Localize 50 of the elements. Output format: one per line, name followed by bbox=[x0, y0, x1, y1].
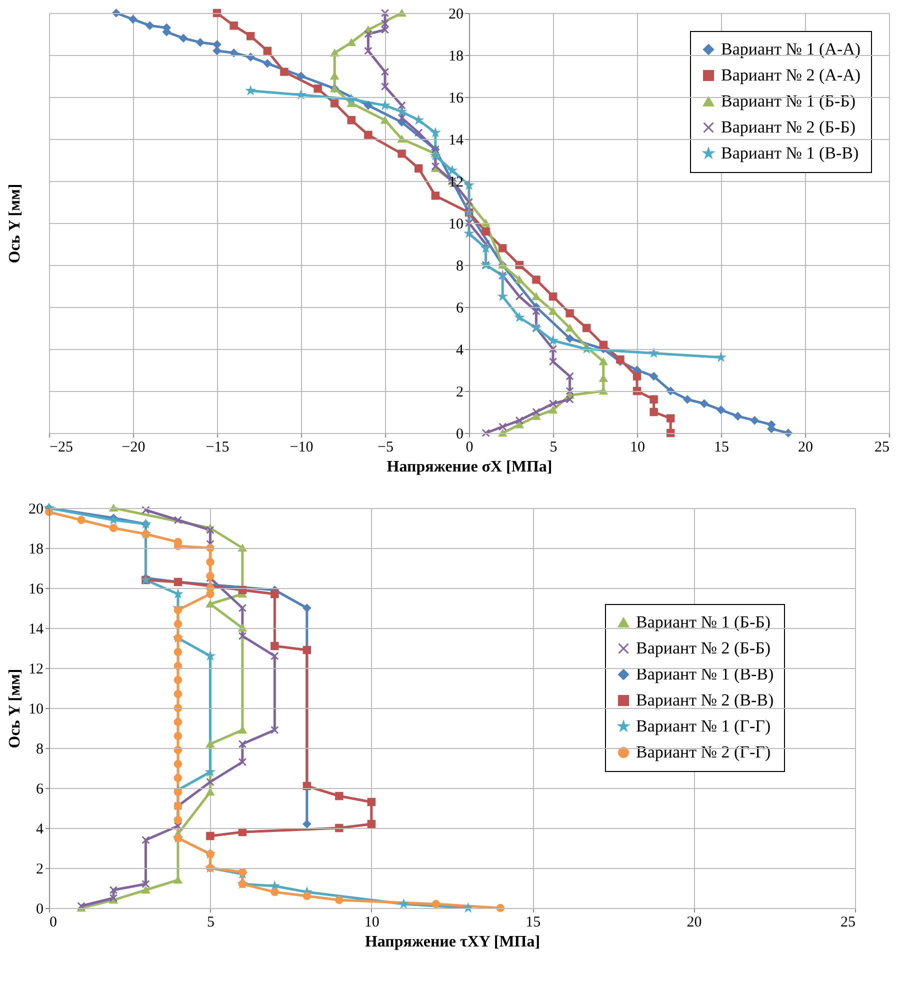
y-tick-label: 4 bbox=[456, 342, 464, 358]
y-tick-label: 18 bbox=[28, 542, 44, 558]
y-tick-label: 10 bbox=[448, 216, 464, 232]
y-tick-label: 10 bbox=[28, 702, 44, 718]
x-axis-title: Напряжение τXY [МПа] bbox=[364, 934, 540, 950]
x-tick-label: 5 bbox=[206, 914, 214, 930]
x-tick-label: 15 bbox=[714, 440, 729, 456]
x-tick-label: −25 bbox=[50, 440, 73, 456]
legend-label: Вариант № 1 (А-А) bbox=[721, 40, 861, 58]
y-tick-label: 18 bbox=[448, 48, 464, 64]
x-tick-label: −15 bbox=[206, 440, 230, 456]
x-tick-label: −5 bbox=[378, 440, 394, 456]
x-tick-label: 0 bbox=[50, 914, 57, 930]
y-tick-label: 12 bbox=[448, 174, 464, 190]
legend-label: Вариант № 1 (Б-Б) bbox=[636, 612, 771, 632]
y-tick-label: 14 bbox=[28, 622, 44, 638]
y-axis-title: Ось Y [мм] bbox=[6, 668, 24, 748]
x-tick-label: 25 bbox=[874, 440, 890, 456]
y-tick-label: 16 bbox=[28, 582, 44, 598]
y-tick-label: 6 bbox=[456, 300, 464, 316]
y-tick-label: 20 bbox=[448, 6, 464, 22]
x-tick-label: 10 bbox=[630, 440, 645, 456]
x-tick-label: 25 bbox=[840, 914, 856, 930]
y-tick-label: 20 bbox=[28, 502, 44, 518]
y-tick-label: 12 bbox=[28, 662, 44, 678]
x-tick-label: 20 bbox=[798, 440, 813, 456]
y-tick-label: 2 bbox=[36, 862, 44, 878]
x-tick-label: −20 bbox=[122, 440, 146, 456]
y-tick-label: 2 bbox=[456, 384, 464, 400]
x-axis-title: Напряжение σX [МПа] bbox=[386, 458, 552, 476]
legend-label: Вариант № 2 (А-А) bbox=[721, 66, 861, 84]
legend-label: Вариант № 2 (В-В) bbox=[636, 690, 774, 710]
x-tick-label: −10 bbox=[290, 440, 314, 456]
x-tick-label: 5 bbox=[550, 440, 558, 456]
legend-label: Вариант № 2 (Б-Б) bbox=[636, 638, 771, 658]
legend-label: Вариант № 1 (В-В) bbox=[721, 144, 859, 162]
y-axis-title: Ось Y [мм] bbox=[6, 184, 24, 264]
y-tick-label: 0 bbox=[456, 426, 464, 442]
y-tick-label: 8 bbox=[36, 742, 44, 758]
legend-label: Вариант № 2 (Б-Б) bbox=[721, 118, 856, 136]
y-tick-label: 8 bbox=[456, 258, 464, 274]
y-tick-label: 0 bbox=[36, 902, 44, 918]
y-tick-label: 16 bbox=[448, 90, 464, 106]
y-tick-label: 6 bbox=[36, 782, 44, 798]
x-tick-label: 10 bbox=[364, 914, 380, 930]
legend-label: Вариант № 1 (Г-Г) bbox=[636, 716, 771, 736]
x-tick-label: 20 bbox=[686, 914, 702, 930]
y-tick-label: 4 bbox=[36, 822, 44, 838]
y-tick-label: 14 bbox=[448, 132, 464, 148]
x-tick-label: 15 bbox=[526, 914, 541, 930]
